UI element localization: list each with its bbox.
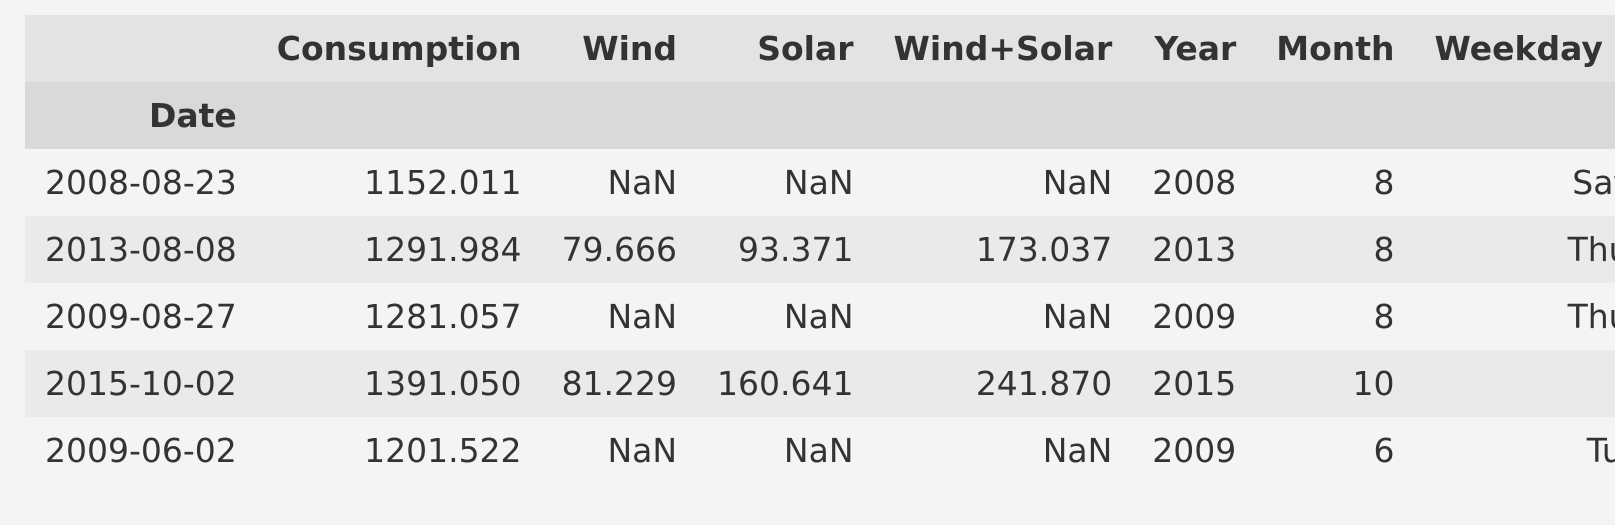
cell-wind-solar: NaN	[873, 149, 1133, 216]
column-header-wind-solar: Wind+Solar	[873, 15, 1133, 82]
row-index-date: 2008-08-23	[25, 149, 257, 216]
row-index-date: 2009-06-02	[25, 417, 257, 484]
index-header-blank	[873, 82, 1133, 149]
table-row: 2013-08-08 1291.984 79.666 93.371 173.03…	[25, 216, 1615, 283]
cell-wind: 81.229	[541, 350, 698, 417]
cell-year: 2015	[1132, 350, 1257, 417]
cell-month: 8	[1256, 216, 1415, 283]
cell-wind: NaN	[541, 149, 698, 216]
cell-weekday-name: Tuesday	[1414, 417, 1615, 484]
table-row: 2009-08-27 1281.057 NaN NaN NaN 2009 8 T…	[25, 283, 1615, 350]
cell-wind: 79.666	[541, 216, 698, 283]
cell-month: 8	[1256, 283, 1415, 350]
column-header-year: Year	[1132, 15, 1257, 82]
cell-wind-solar: 173.037	[873, 216, 1133, 283]
column-header-weekday-name: Weekday Name	[1414, 15, 1615, 82]
table-row: 2015-10-02 1391.050 81.229 160.641 241.8…	[25, 350, 1615, 417]
cell-consumption: 1281.057	[256, 283, 542, 350]
cell-month: 8	[1256, 149, 1415, 216]
cell-wind: NaN	[541, 283, 698, 350]
cell-year: 2009	[1132, 417, 1257, 484]
cell-wind: NaN	[541, 417, 698, 484]
cell-month: 6	[1256, 417, 1415, 484]
cell-solar: NaN	[697, 417, 874, 484]
cell-solar: 93.371	[697, 216, 874, 283]
column-header-row: Consumption Wind Solar Wind+Solar Year M…	[25, 15, 1615, 82]
cell-weekday-name: Friday	[1414, 350, 1615, 417]
row-index-date: 2013-08-08	[25, 216, 257, 283]
cell-year: 2009	[1132, 283, 1257, 350]
row-index-date: 2009-08-27	[25, 283, 257, 350]
index-header-date: Date	[25, 82, 257, 149]
cell-wind-solar: NaN	[873, 283, 1133, 350]
index-header-blank	[1256, 82, 1415, 149]
dataframe-output: Consumption Wind Solar Wind+Solar Year M…	[25, 15, 1615, 484]
cell-consumption: 1391.050	[256, 350, 542, 417]
dataframe-table: Consumption Wind Solar Wind+Solar Year M…	[25, 15, 1615, 484]
index-header-row: Date	[25, 82, 1615, 149]
table-row: 2009-06-02 1201.522 NaN NaN NaN 2009 6 T…	[25, 417, 1615, 484]
cell-wind-solar: 241.870	[873, 350, 1133, 417]
index-header-blank	[256, 82, 542, 149]
row-index-date: 2015-10-02	[25, 350, 257, 417]
column-header-wind: Wind	[541, 15, 698, 82]
index-header-blank	[541, 82, 698, 149]
cell-consumption: 1152.011	[256, 149, 542, 216]
cell-consumption: 1291.984	[256, 216, 542, 283]
column-header-solar: Solar	[697, 15, 874, 82]
cell-consumption: 1201.522	[256, 417, 542, 484]
header-blank-cell	[25, 15, 257, 82]
cell-year: 2008	[1132, 149, 1257, 216]
index-header-blank	[1132, 82, 1257, 149]
column-header-consumption: Consumption	[256, 15, 542, 82]
cell-wind-solar: NaN	[873, 417, 1133, 484]
cell-solar: NaN	[697, 283, 874, 350]
cell-year: 2013	[1132, 216, 1257, 283]
cell-weekday-name: Saturday	[1414, 149, 1615, 216]
cell-solar: NaN	[697, 149, 874, 216]
table-row: 2008-08-23 1152.011 NaN NaN NaN 2008 8 S…	[25, 149, 1615, 216]
column-header-month: Month	[1256, 15, 1415, 82]
cell-weekday-name: Thursday	[1414, 283, 1615, 350]
index-header-blank	[1414, 82, 1615, 149]
index-header-blank	[697, 82, 874, 149]
cell-month: 10	[1256, 350, 1415, 417]
cell-weekday-name: Thursday	[1414, 216, 1615, 283]
cell-solar: 160.641	[697, 350, 874, 417]
